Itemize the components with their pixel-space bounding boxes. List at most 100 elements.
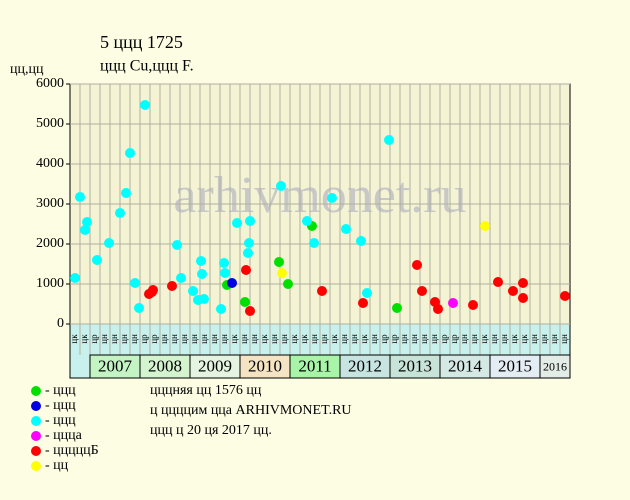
column-label: цн bbox=[549, 334, 559, 344]
legend-label: - ццц bbox=[45, 398, 76, 413]
y-tick-label: 0 bbox=[57, 316, 64, 331]
legend-label: - цц bbox=[45, 458, 69, 473]
point bbox=[317, 286, 327, 296]
column-label: цн bbox=[419, 334, 429, 344]
column-label: цн bbox=[429, 334, 439, 344]
y-tick-label: 3000 bbox=[36, 196, 64, 211]
point bbox=[362, 288, 372, 298]
point bbox=[197, 269, 207, 279]
point bbox=[104, 238, 114, 248]
column-label: цн bbox=[309, 334, 319, 344]
legend-label: - ццца bbox=[45, 428, 83, 443]
legend-marker bbox=[31, 446, 41, 456]
column-label: цн bbox=[129, 334, 139, 344]
note: ццц ц 20 ця 2017 цц. bbox=[150, 423, 272, 438]
legend-marker bbox=[31, 416, 41, 426]
point bbox=[480, 221, 490, 231]
column-label: цр bbox=[379, 334, 389, 344]
point bbox=[232, 218, 242, 228]
column-label: цн bbox=[469, 334, 479, 344]
column-label: цк bbox=[509, 334, 519, 344]
point bbox=[240, 297, 250, 307]
point bbox=[508, 286, 518, 296]
year-label: 2010 bbox=[248, 356, 282, 375]
year-label: 2007 bbox=[98, 356, 133, 375]
year-cell bbox=[539, 354, 571, 379]
column-label: цн bbox=[159, 334, 169, 344]
point bbox=[125, 148, 135, 158]
point bbox=[302, 216, 312, 226]
column-label: цн bbox=[489, 334, 499, 344]
point bbox=[241, 265, 251, 275]
column-label: цн bbox=[269, 334, 279, 344]
point bbox=[176, 273, 186, 283]
column-label: цк bbox=[229, 334, 239, 344]
year-label: 2009 bbox=[198, 356, 232, 375]
column-label: цк bbox=[519, 334, 529, 344]
point bbox=[384, 135, 394, 145]
note: цццняя цц 1576 цц bbox=[150, 383, 262, 398]
column-label: цр bbox=[439, 334, 449, 344]
column-label: цк bbox=[299, 334, 309, 344]
column-label: цн bbox=[249, 334, 259, 344]
note: ц ццццим цца ARHIVMONET.RU bbox=[150, 403, 352, 418]
point bbox=[341, 224, 351, 234]
column-label: цн bbox=[119, 334, 129, 344]
point bbox=[448, 298, 458, 308]
column-label: цн bbox=[369, 334, 379, 344]
legend-label: - ццц bbox=[45, 413, 76, 428]
point bbox=[493, 277, 503, 287]
column-label: цк bbox=[69, 334, 79, 344]
point bbox=[140, 100, 150, 110]
y-tick-label: 4000 bbox=[36, 156, 64, 171]
chart-subtitle: ццц Cu,ццц F. bbox=[100, 58, 194, 75]
year-label: 2015 bbox=[498, 356, 532, 375]
point bbox=[80, 225, 90, 235]
column-label: цн bbox=[529, 334, 539, 344]
column-label: цн bbox=[199, 334, 209, 344]
column-label: цн bbox=[319, 334, 329, 344]
legend-marker bbox=[31, 431, 41, 441]
point bbox=[121, 188, 131, 198]
point bbox=[245, 306, 255, 316]
legend-label: - цццццБ bbox=[45, 443, 99, 458]
point bbox=[243, 248, 253, 258]
year-label: 2008 bbox=[148, 356, 182, 375]
point bbox=[433, 304, 443, 314]
column-label: цн bbox=[399, 334, 409, 344]
point bbox=[468, 300, 478, 310]
column-label: цр bbox=[149, 334, 159, 344]
chart-title: 5 ццц 1725 bbox=[100, 32, 183, 52]
point bbox=[216, 304, 226, 314]
point bbox=[518, 293, 528, 303]
column-label: цк bbox=[479, 334, 489, 344]
point bbox=[274, 257, 284, 267]
year-label: 2014 bbox=[448, 356, 483, 375]
point bbox=[358, 298, 368, 308]
y-tick-label: 5000 bbox=[36, 116, 64, 131]
point bbox=[148, 285, 158, 295]
point bbox=[283, 279, 293, 289]
column-label: цк bbox=[259, 334, 269, 344]
y-tick-label: 6000 bbox=[36, 76, 64, 91]
column-label: цн bbox=[239, 334, 249, 344]
column-label: цн bbox=[279, 334, 289, 344]
point bbox=[327, 193, 337, 203]
point bbox=[188, 286, 198, 296]
column-label: цн bbox=[109, 334, 119, 344]
point bbox=[245, 216, 255, 226]
point bbox=[115, 208, 125, 218]
column-label: цр bbox=[449, 334, 459, 344]
point bbox=[196, 256, 206, 266]
column-label: цк bbox=[329, 334, 339, 344]
point bbox=[167, 281, 177, 291]
point bbox=[130, 278, 140, 288]
column-label: цн bbox=[499, 334, 509, 344]
column-label: цр bbox=[89, 334, 99, 344]
column-label: цн bbox=[189, 334, 199, 344]
point bbox=[219, 258, 229, 268]
point bbox=[412, 260, 422, 270]
legend-marker bbox=[31, 461, 41, 471]
column-label: цн bbox=[409, 334, 419, 344]
